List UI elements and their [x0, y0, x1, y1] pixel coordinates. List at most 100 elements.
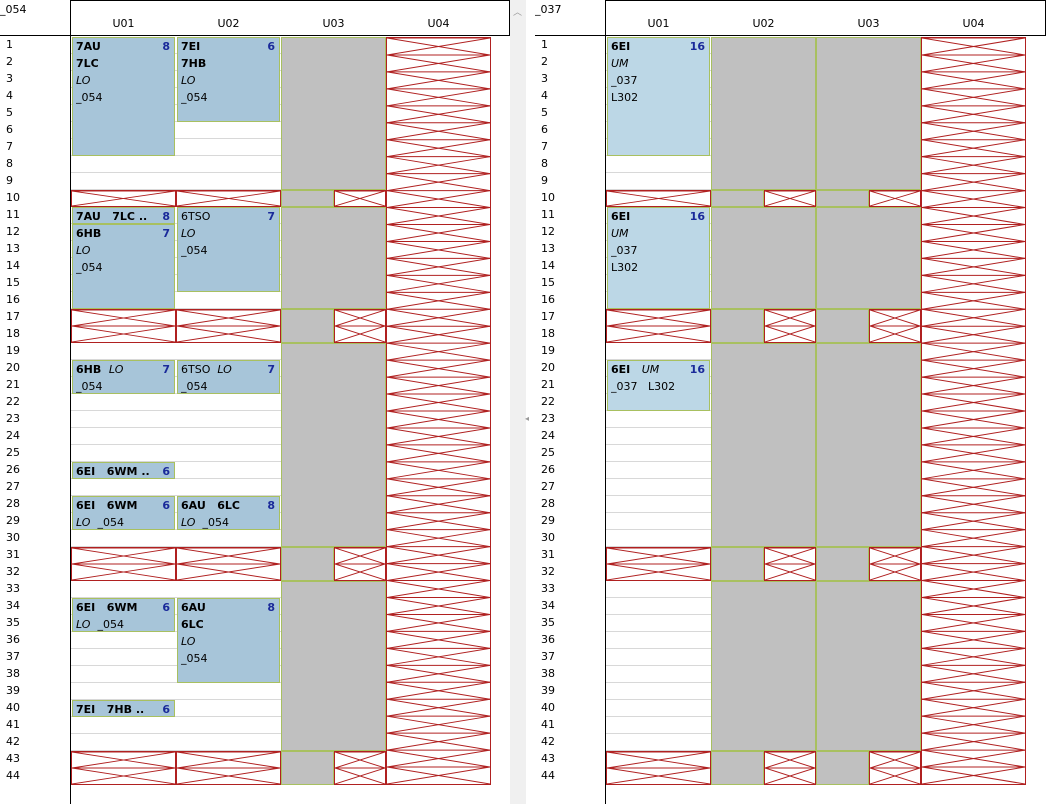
student-count: 7 — [267, 363, 275, 376]
room-code: _054 — [181, 652, 208, 665]
lesson-line: UM — [611, 55, 705, 72]
blocked-cross-icon — [607, 191, 710, 206]
unavailable-slot — [281, 190, 334, 207]
student-count: 8 — [162, 40, 170, 53]
blocked-cross-icon — [607, 548, 710, 580]
lesson-line: 7LC — [76, 55, 170, 72]
lesson-line: 6AU 6LC 8 — [181, 497, 275, 514]
lesson-card[interactable]: 6EI 16 UM _037 L302 — [607, 37, 710, 156]
row-label: 15 — [6, 276, 20, 289]
lesson-card[interactable]: 6EI 6WM 6 LO _054 — [72, 496, 175, 530]
row-label: 37 — [6, 650, 20, 663]
student-count: 7 — [162, 363, 170, 376]
subject-name: LO — [181, 74, 196, 87]
lesson-line: LO _054 — [76, 616, 170, 631]
lesson-card[interactable]: 6HB 7 LO _054 — [72, 224, 175, 309]
room-code: _054 — [181, 380, 208, 393]
unavailable-slot — [711, 37, 816, 190]
row-label: 28 — [6, 497, 20, 510]
blocked-cross-icon — [765, 548, 815, 580]
blocked-cross-icon — [765, 191, 815, 206]
class-name: 7AU 7LC .. — [76, 210, 148, 223]
scroll-up-arrow-icon[interactable]: ︿ — [513, 8, 523, 18]
lesson-line: _054 — [181, 89, 275, 106]
class-name: 6EI 6WM — [76, 601, 138, 614]
lesson-card[interactable]: 6EI 6WM 6 LO _054 — [72, 598, 175, 632]
lesson-card[interactable]: 7AU 8 7LC LO _054 — [72, 37, 175, 156]
column-header-u01[interactable]: U01 — [647, 17, 670, 30]
class-name: 6EI — [611, 363, 642, 376]
blocked-slot — [921, 37, 1026, 785]
lesson-card[interactable]: 6TSO LO 7 _054 — [177, 360, 280, 394]
row-label: 42 — [541, 735, 555, 748]
blocked-cross-icon — [72, 310, 175, 342]
row-label: 22 — [6, 395, 20, 408]
column-header-u02[interactable]: U02 — [752, 17, 775, 30]
blocked-slot — [764, 547, 816, 581]
unavailable-slot — [281, 343, 386, 547]
lesson-card[interactable]: 6AU 8 6LC LO _054 — [177, 598, 280, 683]
lesson-card[interactable]: 7EI 6 7HB LO _054 — [177, 37, 280, 122]
row-label: 40 — [541, 701, 555, 714]
row-label: 34 — [6, 599, 20, 612]
lesson-card[interactable]: 7AU 7LC .. 8 — [72, 207, 175, 224]
column-header-u03[interactable]: U03 — [857, 17, 880, 30]
lesson-card[interactable]: 6TSO 7 LO _054 — [177, 207, 280, 292]
row-label: 3 — [541, 72, 548, 85]
lesson-card[interactable]: 6EI UM 16 _037 L302 — [607, 360, 710, 411]
column-header-u02[interactable]: U02 — [217, 17, 240, 30]
subject-name: LO — [76, 516, 98, 529]
row-label: 25 — [541, 446, 555, 459]
class-name: 6HB — [76, 363, 109, 376]
row-label: 23 — [541, 412, 555, 425]
class-name: 6AU — [181, 601, 206, 614]
row-label: 19 — [6, 344, 20, 357]
column-header-u03[interactable]: U03 — [322, 17, 345, 30]
unavailable-slot — [281, 547, 334, 581]
lesson-card[interactable]: 6EI 6WM .. 6 — [72, 462, 175, 479]
blocked-cross-icon — [177, 310, 280, 342]
row-label: 32 — [6, 565, 20, 578]
lesson-line: LO — [76, 242, 170, 259]
blocked-slot — [869, 547, 921, 581]
row-label: 35 — [541, 616, 555, 629]
row-label: 33 — [6, 582, 20, 595]
unavailable-slot — [711, 343, 816, 547]
row-label: 41 — [541, 718, 555, 731]
row-label: 5 — [541, 106, 548, 119]
subject-name: LO — [108, 363, 124, 376]
lesson-line: LO — [181, 633, 275, 650]
column-header-u01[interactable]: U01 — [112, 17, 135, 30]
row-label: 30 — [6, 531, 20, 544]
row-label: 39 — [6, 684, 20, 697]
row-label: 36 — [541, 633, 555, 646]
panel-splitter[interactable] — [510, 0, 526, 804]
room-code: _054 — [97, 618, 124, 631]
row-label: 15 — [541, 276, 555, 289]
lesson-card[interactable]: 6AU 6LC 8 LO _054 — [177, 496, 280, 530]
lesson-line: _037 L302 — [611, 378, 705, 395]
row-label: 1 — [541, 38, 548, 51]
blocked-cross-icon — [387, 38, 490, 784]
row-label: 18 — [541, 327, 555, 340]
blocked-cross-icon — [607, 310, 710, 342]
blocked-cross-icon — [72, 752, 175, 784]
lesson-card[interactable]: 7EI 7HB .. 6 — [72, 700, 175, 717]
room-code: 6TSO — [181, 363, 218, 376]
lesson-card[interactable]: 6EI 16 UM _037 L302 — [607, 207, 710, 309]
lesson-card[interactable]: 6HB LO 7 _054 — [72, 360, 175, 394]
blocked-slot — [764, 751, 816, 785]
blocked-cross-icon — [765, 752, 815, 784]
column-header-u04[interactable]: U04 — [427, 17, 450, 30]
row-label: 35 — [6, 616, 20, 629]
row-label-column: 1 2 3 4 5 6 7 8 9 10 11 12 13 14 15 16 17 18 19 20 21 22 23 24 2… — [0, 36, 71, 804]
blocked-slot — [606, 190, 711, 207]
lesson-line: 6EI 16 — [611, 38, 705, 55]
student-count: 8 — [267, 499, 275, 512]
column-header-u04[interactable]: U04 — [962, 17, 985, 30]
splitter-grip-icon[interactable]: ◂ — [525, 414, 530, 423]
row-label: 29 — [541, 514, 555, 527]
row-label: 24 — [6, 429, 20, 442]
blocked-cross-icon — [765, 310, 815, 342]
row-label: 10 — [6, 191, 20, 204]
